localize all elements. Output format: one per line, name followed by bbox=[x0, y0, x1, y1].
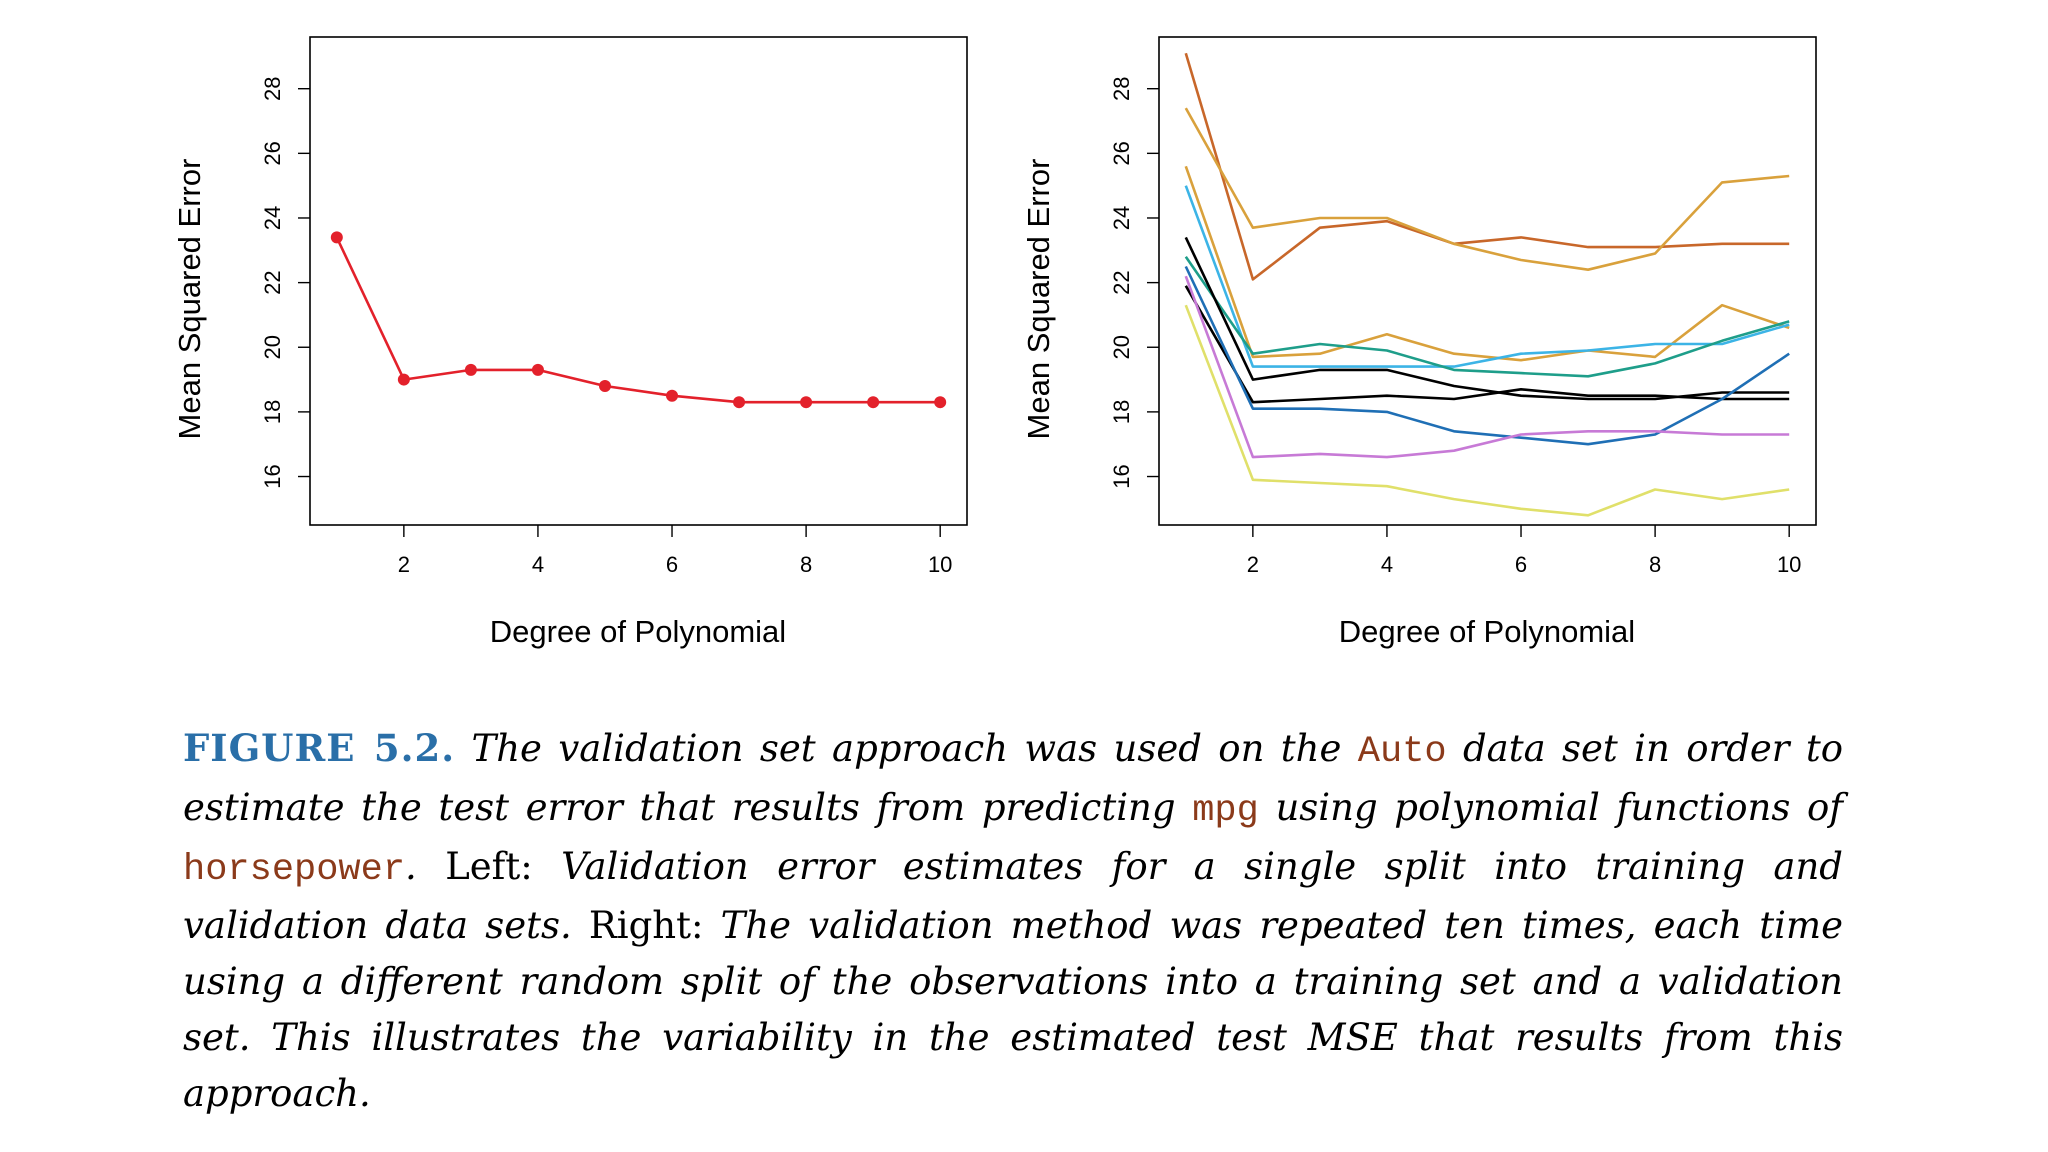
data-point bbox=[330, 231, 343, 244]
y-tick-label: 20 bbox=[260, 335, 285, 359]
figure-caption: FIGURE 5.2. The validation set approach … bbox=[183, 720, 1843, 1122]
series-line-1 bbox=[1184, 52, 1790, 281]
y-tick-label: 22 bbox=[1109, 270, 1134, 294]
data-point bbox=[531, 363, 544, 376]
series-line-8 bbox=[1184, 265, 1790, 446]
y-tick-label: 20 bbox=[1109, 335, 1134, 359]
x-tick-label: 8 bbox=[800, 552, 812, 577]
data-point bbox=[867, 396, 880, 409]
code-mpg: mpg bbox=[1192, 790, 1259, 832]
y-tick-label: 16 bbox=[260, 464, 285, 488]
data-point bbox=[464, 363, 477, 376]
data-point bbox=[733, 396, 746, 409]
data-point bbox=[397, 373, 410, 386]
caption-text-3: using polynomial functions of bbox=[1258, 786, 1843, 829]
series-line-4 bbox=[1184, 185, 1790, 368]
x-tick-label: 10 bbox=[928, 552, 952, 577]
y-tick-label: 28 bbox=[1109, 76, 1134, 100]
series-line-3 bbox=[1184, 165, 1790, 362]
caption-text-6: The validation method was repeated ten t… bbox=[183, 904, 1843, 1115]
y-tick-label: 28 bbox=[260, 76, 285, 100]
data-point bbox=[800, 396, 813, 409]
plot-frame bbox=[309, 36, 968, 526]
series-line-10 bbox=[1184, 304, 1790, 517]
series-line-7 bbox=[1184, 285, 1790, 404]
series-line-2 bbox=[1184, 107, 1790, 272]
x-tick-label: 6 bbox=[1515, 552, 1527, 577]
caption-text-5: Validation error estimates for a single … bbox=[183, 845, 1843, 947]
caption-right-word: Right: bbox=[571, 904, 704, 947]
data-point bbox=[666, 389, 679, 402]
y-tick-label: 16 bbox=[1109, 464, 1134, 488]
series-line-1 bbox=[335, 236, 941, 404]
series-line-9 bbox=[1184, 275, 1790, 459]
series-line-6 bbox=[1184, 236, 1790, 401]
y-axis-label: Mean Squared Error bbox=[172, 159, 207, 440]
y-tick-label: 24 bbox=[260, 206, 285, 230]
x-tick-label: 10 bbox=[1777, 552, 1801, 577]
plot-frame bbox=[1158, 36, 1817, 526]
x-tick-label: 8 bbox=[1649, 552, 1661, 577]
y-tick-label: 26 bbox=[1109, 141, 1134, 165]
caption-label: FIGURE 5.2. bbox=[183, 726, 456, 770]
y-tick-label: 24 bbox=[1109, 206, 1134, 230]
series-line-5 bbox=[1184, 256, 1790, 378]
caption-text-2: data set in order to estimate the test e… bbox=[183, 727, 1843, 829]
code-horsepower: horsepower bbox=[183, 849, 406, 891]
caption-text-4: . bbox=[405, 845, 417, 888]
caption-text-1: The validation set approach was used on … bbox=[455, 727, 1358, 770]
x-tick-label: 2 bbox=[1247, 552, 1259, 577]
x-tick-label: 4 bbox=[532, 552, 544, 577]
x-axis-label: Degree of Polynomial bbox=[1339, 614, 1635, 649]
data-point bbox=[598, 380, 611, 393]
y-tick-label: 26 bbox=[260, 141, 285, 165]
caption-left-word: Left: bbox=[416, 845, 533, 888]
y-tick-label: 18 bbox=[1109, 400, 1134, 424]
y-axis-label: Mean Squared Error bbox=[1021, 159, 1056, 440]
x-tick-label: 4 bbox=[1381, 552, 1393, 577]
x-tick-label: 6 bbox=[666, 552, 678, 577]
y-tick-label: 22 bbox=[260, 270, 285, 294]
x-axis-label: Degree of Polynomial bbox=[490, 614, 786, 649]
data-point bbox=[934, 396, 947, 409]
code-auto: Auto bbox=[1357, 731, 1447, 773]
x-tick-label: 2 bbox=[398, 552, 410, 577]
y-tick-label: 18 bbox=[260, 400, 285, 424]
